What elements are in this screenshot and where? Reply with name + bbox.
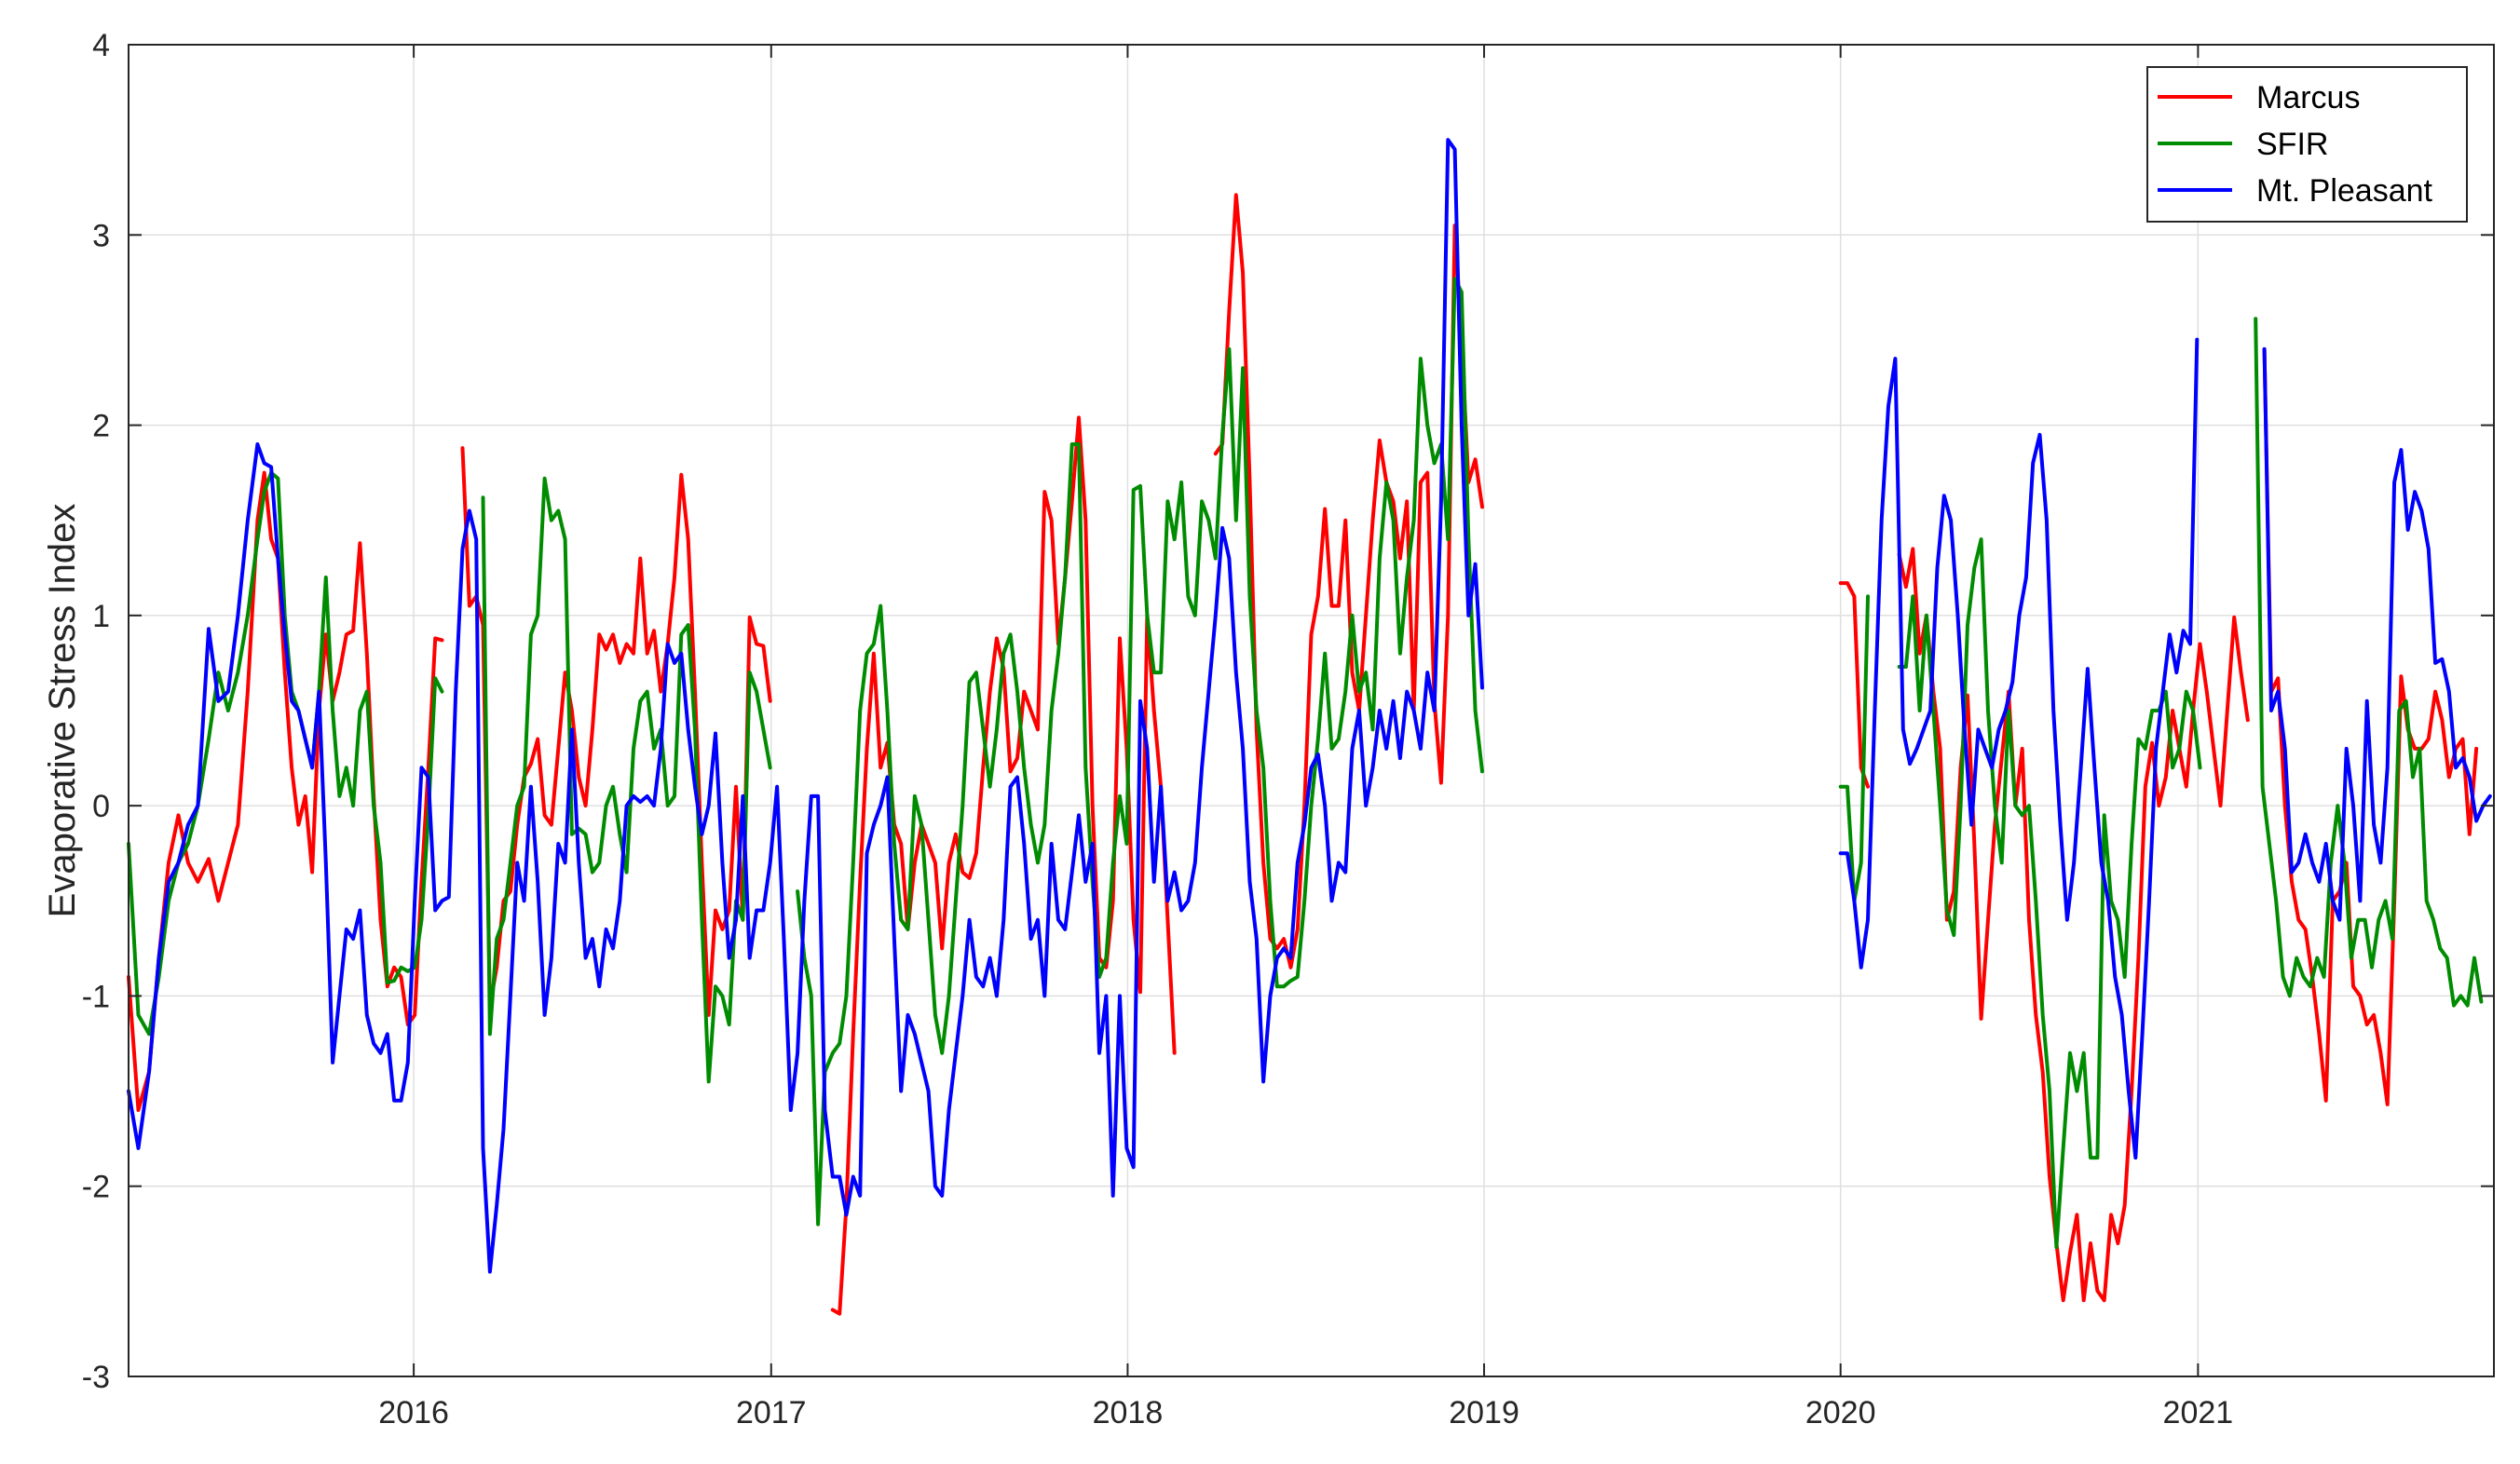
series-sfir: [127, 277, 2484, 1250]
series-line-segment: [2262, 346, 2479, 1106]
x-tick-label: 2017: [736, 1395, 807, 1430]
series-line-segment: [127, 138, 1484, 1274]
series-line-segment: [1897, 547, 2250, 1303]
series-line-segment: [796, 277, 1484, 1227]
series-line-segment: [481, 476, 772, 1084]
x-tick-label: 2018: [1093, 1395, 1164, 1430]
series-lines: [127, 138, 2492, 1316]
y-tick-label: 2: [92, 409, 110, 444]
x-axis-ticks: 2016 2017 2018 2019 2020 2021: [378, 45, 2233, 1430]
y-tick-label: 3: [92, 218, 110, 253]
y-tick-label: 1: [92, 599, 110, 634]
x-tick-label: 2021: [2163, 1395, 2234, 1430]
legend-entries: Marcus SFIR Mt. Pleasant: [2158, 80, 2433, 209]
series-line-segment: [1213, 193, 1484, 969]
y-axis-label: Evaporative Stress Index: [42, 504, 83, 918]
y-tick-label: -3: [82, 1360, 110, 1395]
legend-label: Mt. Pleasant: [2256, 173, 2433, 209]
series-line-segment: [460, 446, 772, 1017]
series-mt-pleasant: [127, 138, 2492, 1274]
legend: Marcus SFIR Mt. Pleasant: [2146, 66, 2468, 223]
series-line-segment: [1838, 337, 2200, 1160]
series-line-segment: [1897, 537, 2202, 1250]
y-tick-label: -1: [82, 979, 110, 1014]
x-tick-label: 2016: [378, 1395, 449, 1430]
y-tick-label: -2: [82, 1170, 110, 1205]
x-tick-label: 2019: [1449, 1395, 1519, 1430]
x-tick-label: 2020: [1805, 1395, 1876, 1430]
y-axis-ticks: -3 -2 -1 0 1 2 3 4: [82, 28, 2494, 1395]
series-line-segment: [2262, 346, 2492, 922]
y-tick-label: 0: [92, 789, 110, 824]
y-tick-label: 4: [92, 28, 110, 63]
plot-frame: [128, 44, 2495, 1377]
series-line-segment: [127, 470, 444, 1112]
series-line-segment: [2254, 317, 2484, 1008]
legend-label: Marcus: [2256, 80, 2360, 115]
legend-label: SFIR: [2256, 127, 2328, 162]
plot-background: [129, 45, 2494, 1376]
